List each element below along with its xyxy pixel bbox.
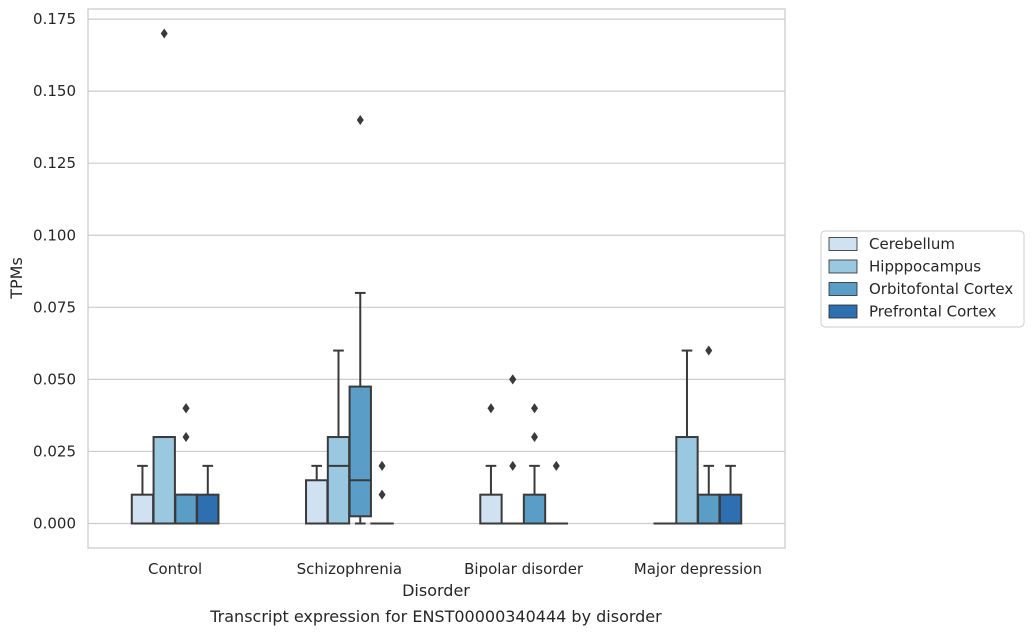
box-group	[501, 374, 525, 525]
box-iqr	[196, 493, 220, 525]
box-iqr	[522, 493, 547, 525]
box-group	[522, 403, 547, 525]
box-iqr	[697, 493, 721, 525]
gridlines	[88, 18, 785, 525]
outlier-point	[182, 432, 190, 443]
legend-swatch	[828, 237, 858, 251]
y-tick-label: 0.150	[33, 82, 76, 100]
box-iqr	[675, 436, 699, 525]
legend-swatch	[828, 304, 858, 319]
y-axis-ticks: 0.000 0.025 0.050 0.075 0.100 0.125 0.150 0.175	[33, 10, 76, 532]
box-iqr	[479, 493, 503, 525]
box-iqr	[326, 436, 351, 525]
y-tick-label: 0.125	[33, 154, 76, 172]
outlier-point	[487, 403, 495, 414]
outlier-point	[378, 460, 386, 471]
box-group	[174, 403, 198, 525]
outlier-point	[705, 345, 713, 356]
box-iqr	[152, 436, 176, 525]
box-iqr	[174, 493, 198, 525]
legend-swatch	[828, 282, 858, 296]
legend-label: Hipppocampus	[869, 258, 981, 276]
legend-label: Prefrontal Cortex	[869, 303, 996, 321]
legend-swatch	[828, 259, 858, 274]
outlier-point	[509, 374, 517, 385]
box-iqr	[718, 493, 743, 525]
x-tick-label: Major depression	[634, 560, 762, 578]
outlier-point	[552, 460, 560, 471]
outlier-point	[378, 489, 386, 500]
outlier-point	[509, 460, 517, 471]
box-iqr	[130, 493, 155, 525]
legend-frame	[820, 230, 1025, 328]
y-axis-label: TPMs	[7, 257, 26, 300]
x-tick-label: Bipolar disorder	[464, 560, 584, 578]
legend-label: Cerebellum	[869, 235, 955, 253]
y-tick-label: 0.175	[33, 10, 76, 28]
outlier-point	[356, 114, 364, 125]
box-series	[130, 28, 743, 525]
y-tick-label: 0.000	[33, 515, 76, 533]
legend-label: Orbitofontal Cortex	[869, 280, 1013, 298]
x-tick-label: Control	[148, 560, 202, 578]
box-group	[370, 460, 394, 525]
box-group	[152, 28, 176, 525]
box-group	[544, 460, 568, 525]
y-tick-label: 0.025	[33, 442, 76, 460]
box-iqr	[305, 479, 329, 525]
outlier-point	[182, 403, 190, 414]
outlier-point	[531, 432, 539, 443]
box-group	[326, 349, 351, 525]
box-group	[196, 464, 220, 525]
chart-caption: Transcript expression for ENST0000034044…	[209, 607, 662, 626]
box-group	[348, 114, 372, 525]
y-tick-label: 0.050	[33, 370, 76, 388]
outlier-point	[531, 403, 539, 414]
box-group	[697, 345, 721, 525]
x-axis-ticks: Control Schizophrenia Bipolar disorder Majo…	[148, 560, 762, 578]
box-group	[718, 464, 743, 525]
box-iqr	[348, 385, 372, 518]
legend: Cerebellum Hipppocampus Orbitofontal Corte…	[820, 230, 1025, 328]
box-group	[305, 464, 329, 525]
y-tick-label: 0.100	[33, 226, 76, 244]
plot-area-frame	[87, 8, 786, 549]
x-axis-label: Disorder	[402, 581, 470, 600]
box-group	[479, 403, 503, 525]
y-tick-label: 0.075	[33, 298, 76, 316]
x-tick-label: Schizophrenia	[297, 560, 402, 578]
box-group	[130, 464, 155, 525]
box-group	[675, 349, 699, 525]
outlier-point	[160, 28, 168, 39]
